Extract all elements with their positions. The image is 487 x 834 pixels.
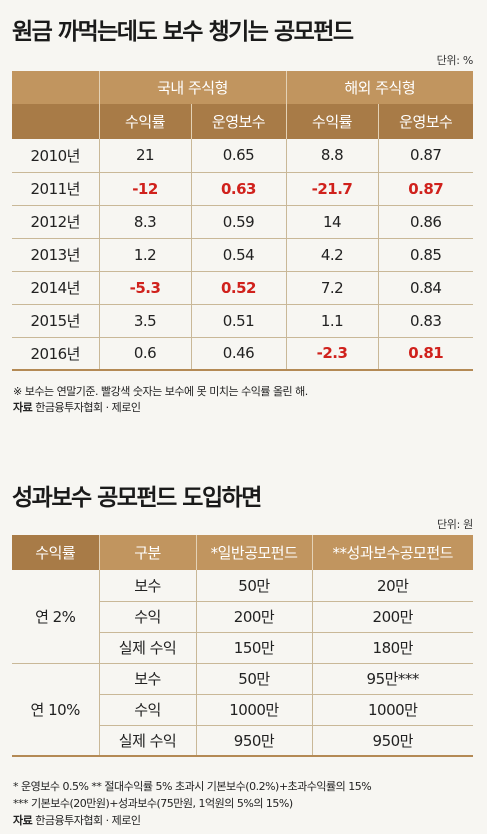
table-row: 수익 200만 200만 xyxy=(12,601,473,633)
category-cell: 수익 xyxy=(98,694,196,726)
dom-return-cell: 1.2 xyxy=(98,238,191,272)
section2-unit: 단위: 원 xyxy=(436,518,473,531)
general-fund-cell: 50만 xyxy=(195,570,312,602)
performance-fund-cell: 200만 xyxy=(311,601,473,633)
general-fund-cell: 50만 xyxy=(195,663,312,695)
table-row: 2012년 8.3 0.59 14 0.86 xyxy=(12,205,473,239)
performance-fund-cell: 20만 xyxy=(311,570,473,602)
table-row: 2016년 0.6 0.46 -2.3 0.81 xyxy=(12,337,473,371)
dom-return-cell: -12 xyxy=(98,172,191,206)
dom-return-cell: 8.3 xyxy=(98,205,191,239)
for-fee-cell: 0.87 xyxy=(377,172,473,206)
for-return-cell: -2.3 xyxy=(285,337,378,371)
section2-footnote-1: * 운영보수 0.5% ** 절대수익률 5% 초과시 기본보수(0.2%)+초… xyxy=(13,780,372,793)
header-general-fund: *일반공모펀드 xyxy=(195,535,312,570)
return-group-label: 연 10% xyxy=(12,663,99,757)
table-row: 수익 1000만 1000만 xyxy=(12,694,473,726)
performance-fund-cell: 180만 xyxy=(311,632,473,664)
table-row: 연 10% 보수 50만 95만*** xyxy=(12,663,473,757)
header-return: 수익률 xyxy=(12,535,99,570)
table-row: 실제 수익 950만 950만 xyxy=(12,725,473,757)
year-cell: 2011년 xyxy=(12,172,99,206)
source-label-2: 자료 xyxy=(13,814,33,827)
source-text: 한금융투자협회 · 제로인 xyxy=(35,401,141,414)
for-return-cell: 1.1 xyxy=(285,304,378,338)
header-performance-fund: **성과보수공모펀드 xyxy=(311,535,473,570)
dom-return-cell: 0.6 xyxy=(98,337,191,371)
for-fee-cell: 0.85 xyxy=(377,238,473,272)
for-return-cell: 14 xyxy=(285,205,378,239)
for-fee-cell: 0.83 xyxy=(377,304,473,338)
source-label: 자료 xyxy=(13,401,33,414)
for-return-cell: 8.8 xyxy=(285,139,378,173)
table-row: 2010년 21 0.65 8.8 0.87 xyxy=(12,139,473,173)
category-cell: 실제 수익 xyxy=(98,632,196,664)
dom-fee-cell: 0.46 xyxy=(190,337,286,371)
performance-fund-cell: 1000만 xyxy=(311,694,473,726)
table-row: 연 2% 보수 50만 20만 xyxy=(12,570,473,664)
general-fund-cell: 1000만 xyxy=(195,694,312,726)
header-corner-2 xyxy=(12,104,99,139)
section2-footnote-2: *** 기본보수(20만원)+성과보수(75만원, 1억원의 5%의 15%) xyxy=(13,797,293,810)
section1-footnote: ※ 보수는 연말기준. 빨강색 숫자는 보수에 못 미치는 수익률 올린 해. xyxy=(13,385,308,398)
for-fee-cell: 0.81 xyxy=(377,337,473,371)
header-for-return: 수익률 xyxy=(285,104,378,139)
for-return-cell: 7.2 xyxy=(285,271,378,305)
dom-fee-cell: 0.65 xyxy=(190,139,286,173)
for-fee-cell: 0.86 xyxy=(377,205,473,239)
header-for-fee: 운영보수 xyxy=(377,104,473,139)
header-domestic: 국내 주식형 xyxy=(98,71,286,104)
dom-return-cell: 21 xyxy=(98,139,191,173)
performance-table: 수익률 구분 *일반공모펀드 **성과보수공모펀드 연 2% 보수 50만 20만 수익… xyxy=(12,535,473,757)
year-cell: 2016년 xyxy=(12,337,99,371)
source-text-2: 한금융투자협회 · 제로인 xyxy=(35,814,141,827)
table-row: 2013년 1.2 0.54 4.2 0.85 xyxy=(12,238,473,272)
dom-fee-cell: 0.51 xyxy=(190,304,286,338)
table-row: 2015년 3.5 0.51 1.1 0.83 xyxy=(12,304,473,338)
table-row: 2014년 -5.3 0.52 7.2 0.84 xyxy=(12,271,473,305)
dom-return-cell: -5.3 xyxy=(98,271,191,305)
category-cell: 실제 수익 xyxy=(98,725,196,757)
return-group-label: 연 2% xyxy=(12,570,99,664)
category-cell: 보수 xyxy=(98,663,196,695)
general-fund-cell: 200만 xyxy=(195,601,312,633)
section1-unit: 단위: % xyxy=(436,54,474,67)
for-return-cell: -21.7 xyxy=(285,172,378,206)
section1-title: 원금 까먹는데도 보수 챙기는 공모펀드 xyxy=(12,19,354,45)
dom-fee-cell: 0.63 xyxy=(190,172,286,206)
category-cell: 보수 xyxy=(98,570,196,602)
year-cell: 2013년 xyxy=(12,238,99,272)
section2-source: 자료 한금융투자협회 · 제로인 xyxy=(13,812,141,828)
for-fee-cell: 0.84 xyxy=(377,271,473,305)
section1-source: 자료 한금융투자협회 · 제로인 xyxy=(13,399,141,415)
header-dom-return: 수익률 xyxy=(98,104,191,139)
year-cell: 2014년 xyxy=(12,271,99,305)
dom-fee-cell: 0.52 xyxy=(190,271,286,305)
section2-title: 성과보수 공모펀드 도입하면 xyxy=(12,485,262,511)
performance-fund-cell: 95만*** xyxy=(311,663,473,695)
year-cell: 2015년 xyxy=(12,304,99,338)
dom-return-cell: 3.5 xyxy=(98,304,191,338)
category-cell: 수익 xyxy=(98,601,196,633)
general-fund-cell: 950만 xyxy=(195,725,312,757)
header-corner xyxy=(12,71,99,104)
table-row: 2011년 -12 0.63 -21.7 0.87 xyxy=(12,172,473,206)
header-category: 구분 xyxy=(98,535,196,570)
dom-fee-cell: 0.54 xyxy=(190,238,286,272)
header-foreign: 해외 주식형 xyxy=(285,71,473,104)
general-fund-cell: 150만 xyxy=(195,632,312,664)
fee-table: 국내 주식형 해외 주식형 수익률 운영보수 수익률 운영보수 2010년 21 0… xyxy=(12,71,473,371)
year-cell: 2010년 xyxy=(12,139,99,173)
header-dom-fee: 운영보수 xyxy=(190,104,286,139)
year-cell: 2012년 xyxy=(12,205,99,239)
for-return-cell: 4.2 xyxy=(285,238,378,272)
table-row: 실제 수익 150만 180만 xyxy=(12,632,473,664)
dom-fee-cell: 0.59 xyxy=(190,205,286,239)
for-fee-cell: 0.87 xyxy=(377,139,473,173)
performance-fund-cell: 950만 xyxy=(311,725,473,757)
